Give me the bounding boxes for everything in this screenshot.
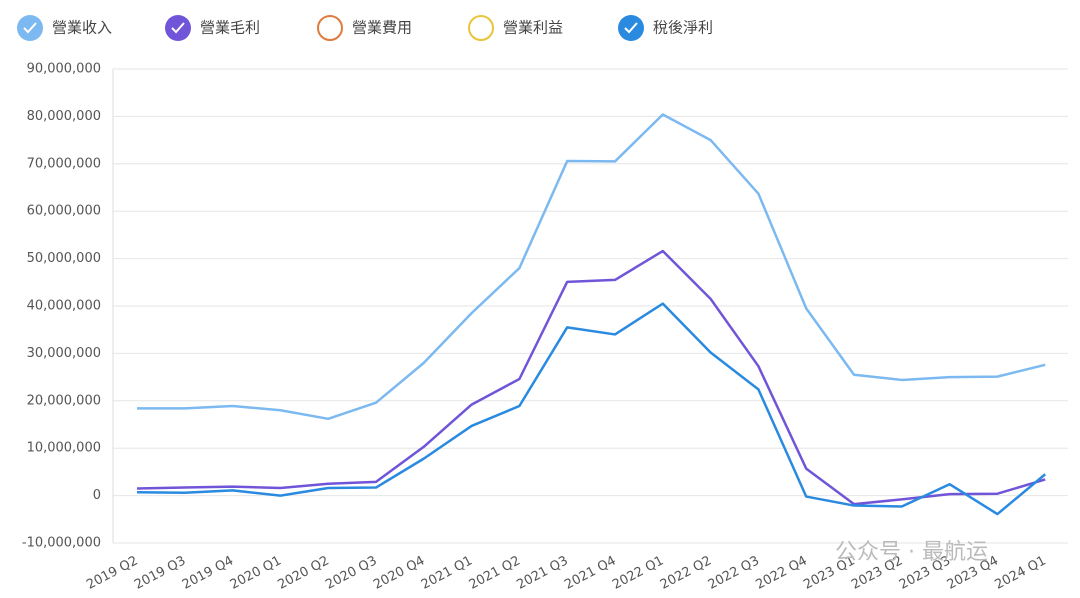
legend-marker[interactable] bbox=[317, 15, 343, 41]
x-tick-label: 2022 Q1 bbox=[610, 553, 666, 592]
legend-check bbox=[624, 22, 638, 34]
x-tick-label: 2021 Q4 bbox=[562, 553, 618, 592]
legend-marker[interactable] bbox=[165, 15, 191, 41]
legend-check bbox=[23, 22, 37, 34]
legend-marker[interactable] bbox=[468, 15, 494, 41]
legend-text[interactable]: 營業費用 bbox=[352, 19, 412, 37]
legend-text[interactable]: 營業收入 bbox=[52, 19, 112, 37]
y-tick-label: 20,000,000 bbox=[27, 393, 101, 408]
watermark: 公众号 · 最航运 bbox=[835, 540, 988, 565]
y-tick-label: 60,000,000 bbox=[27, 204, 101, 219]
y-tick-label: 90,000,000 bbox=[27, 62, 101, 77]
legend-marker[interactable] bbox=[17, 15, 43, 41]
y-tick-label: 30,000,000 bbox=[27, 346, 101, 361]
x-tick-label: 2022 Q2 bbox=[658, 553, 714, 592]
legend-check bbox=[171, 22, 185, 34]
series-line bbox=[136, 249, 1046, 506]
legend-text[interactable]: 營業利益 bbox=[503, 19, 563, 37]
x-tick-label: 2021 Q3 bbox=[514, 553, 570, 592]
x-tick-label: 2020 Q3 bbox=[323, 553, 379, 592]
x-tick-label: 2019 Q4 bbox=[180, 553, 236, 592]
y-tick-label: 70,000,000 bbox=[27, 156, 101, 171]
x-tick-label: 2021 Q2 bbox=[467, 553, 523, 592]
series-line bbox=[137, 113, 1046, 421]
y-tick-label: 80,000,000 bbox=[27, 109, 101, 124]
x-tick-label: 2020 Q2 bbox=[275, 553, 331, 592]
y-tick-label: -10,000,000 bbox=[22, 536, 101, 551]
series-line bbox=[136, 302, 1046, 516]
legend-text[interactable]: 稅後淨利 bbox=[653, 19, 713, 37]
legend-marker[interactable] bbox=[618, 15, 644, 41]
y-tick-label: 40,000,000 bbox=[27, 299, 101, 314]
x-tick-label: 2022 Q3 bbox=[706, 553, 762, 592]
x-tick-label: 2019 Q3 bbox=[132, 553, 188, 592]
x-tick-label: 2022 Q4 bbox=[753, 553, 809, 592]
x-tick-label: 2020 Q4 bbox=[371, 553, 427, 592]
y-tick-label: 0 bbox=[93, 488, 101, 503]
legend-text[interactable]: 營業毛利 bbox=[200, 19, 260, 37]
x-tick-label: 2024 Q1 bbox=[992, 553, 1048, 592]
x-tick-label: 2021 Q1 bbox=[419, 553, 475, 592]
y-tick-label: 10,000,000 bbox=[27, 441, 101, 456]
x-tick-label: 2020 Q1 bbox=[228, 553, 284, 592]
x-tick-label: 2019 Q2 bbox=[84, 553, 140, 592]
y-tick-label: 50,000,000 bbox=[27, 251, 101, 266]
